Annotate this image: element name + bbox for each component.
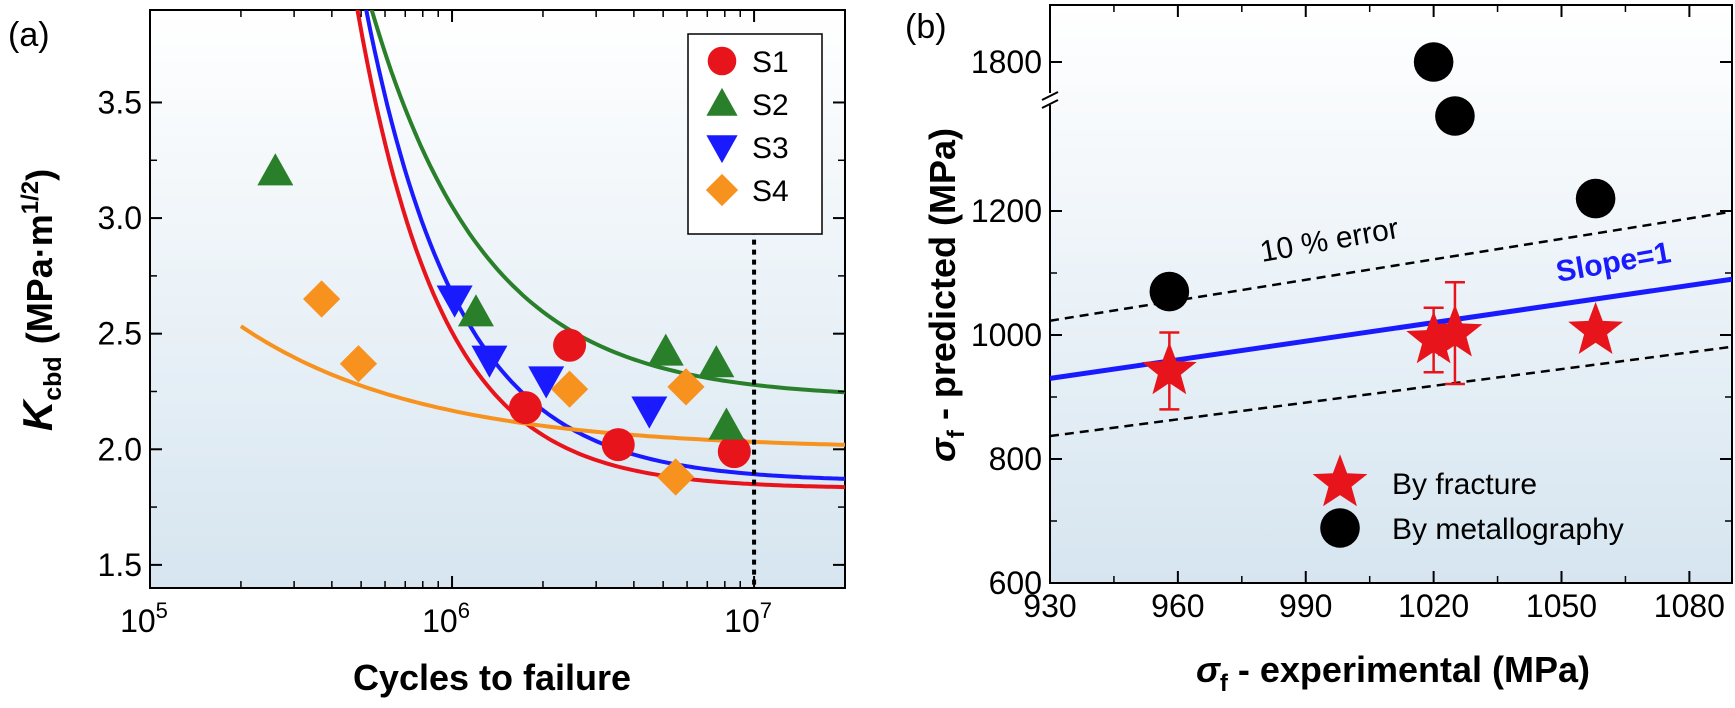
x-tick-label: 106 [422,598,470,639]
panel-a-legend: S1 S2 S3 S4 [687,33,823,235]
data-point-s3 [471,345,508,378]
data-point-s4 [303,280,341,318]
data-point-s2 [708,407,745,440]
data-point-by-metallography [1413,42,1454,82]
y-tick-label: 2.0 [98,431,142,467]
x-tick-label: 1050 [1526,588,1597,624]
y-tick-label: 2.5 [98,316,142,352]
data-point-s2 [257,153,294,186]
x-tick-label: 107 [724,598,772,639]
x-tick-label: 1020 [1398,588,1469,624]
data-point-s2 [457,294,494,327]
y-tick-label: 3.5 [98,84,142,120]
data-point-by-metallography [1149,271,1190,312]
x-tick-label: 105 [120,598,168,639]
x-tick-label: 960 [1151,588,1204,624]
legend-marker-by-fracture [1312,454,1368,507]
data-point-s3 [436,285,473,318]
panel-b-label: (b) [905,8,947,46]
legend-label-s2: S2 [752,89,789,122]
data-point-by-fracture [1568,301,1623,354]
data-point-s1 [553,328,587,362]
panel-a-x-axis-label: Cycles to failure [353,657,631,698]
panel-b-legend: By fracture By metallography [1312,454,1624,548]
fit-curve-s2 [369,10,845,395]
data-point-s1 [601,428,635,462]
legend-label-s4: S4 [752,175,789,208]
data-point-s4 [667,368,705,406]
legend-marker-s4 [705,173,739,207]
legend-marker-s2 [706,87,738,116]
data-point-by-metallography [1435,96,1475,136]
data-point-by-fracture [1141,342,1197,395]
legend-label-s1: S1 [752,46,789,79]
data-point-by-fracture [1406,311,1462,364]
panel-a-label: (a) [8,16,50,54]
y-tick-label: 1800 [971,44,1042,80]
y-tick-label: 1000 [971,317,1042,353]
y-tick-label: 800 [989,441,1042,477]
data-point-s3 [528,366,565,399]
legend-marker-s3 [706,135,738,164]
x-tick-label: 930 [1023,588,1076,624]
legend-label-by-metallography: By metallography [1392,513,1624,546]
legend-label-s3: S3 [752,132,789,165]
data-point-by-fracture [1427,304,1483,357]
legend-label-by-fracture: By fracture [1392,468,1537,501]
data-point-s4 [550,370,589,408]
fit-curve-s1 [355,10,845,490]
data-point-s1 [717,435,751,469]
panel-a: (a) 1.5 2.0 2.5 3.0 3.5 105 106 107 Kcbd(MPa·m1… [8,9,846,698]
panel-b-x-axis-label: σf - experimental (MPa) [1196,649,1590,697]
legend-marker-s1 [707,46,737,76]
data-point-s4 [339,345,378,383]
y-tick-label: 1200 [971,193,1042,229]
panel-b: (b) 600 800 1000 1200 1800 930 960 990 1020 1050 1… [905,4,1733,697]
data-point-s2 [647,333,684,366]
data-point-s4 [657,458,695,496]
panel-b-axis-break [1041,91,1059,109]
fit-curve-s3 [364,10,845,481]
legend-marker-by-metallography [1320,508,1360,548]
data-point-by-metallography [1575,178,1616,219]
panel-b-y-axis-label: σf - predicted (MPa) [922,128,970,462]
data-point-s1 [508,391,542,425]
y-tick-label: 3.0 [98,200,142,236]
y-tick-label: 1.5 [98,547,142,583]
lower-error-line [1050,345,1732,438]
data-point-s3 [631,396,668,429]
y-tick-label: 600 [989,565,1042,601]
x-tick-label: 990 [1279,588,1332,624]
x-tick-label: 1080 [1654,588,1725,624]
data-point-s2 [698,345,735,378]
panel-a-y-axis-label: Kcbd(MPa·m1/2) [14,169,67,431]
upper-error-line [1050,210,1732,322]
